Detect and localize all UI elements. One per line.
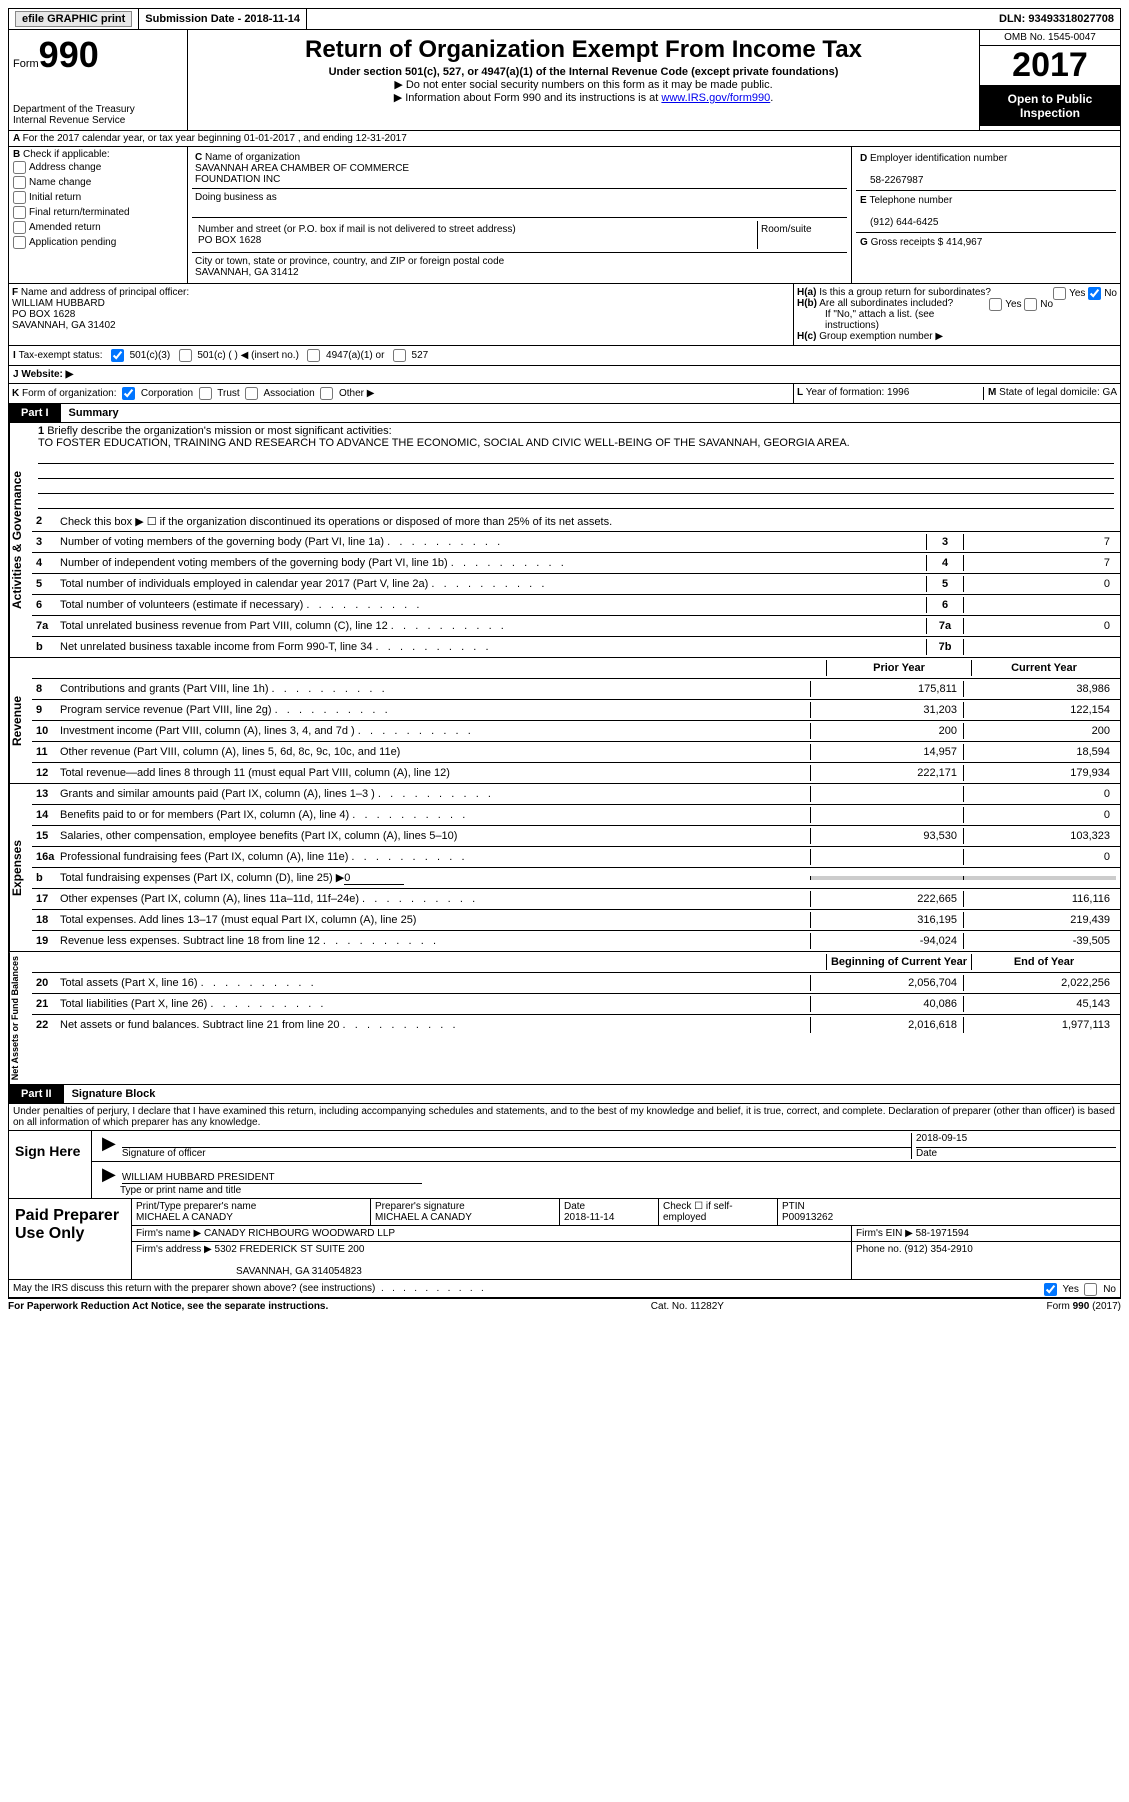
mission-text: TO FOSTER EDUCATION, TRAINING AND RESEAR…	[38, 437, 1114, 449]
revenue-section: Revenue Prior YearCurrent Year 8Contribu…	[8, 658, 1121, 784]
cb-address-change[interactable]: Address change	[13, 160, 183, 175]
page-footer: For Paperwork Reduction Act Notice, see …	[8, 1298, 1121, 1314]
cb-501c[interactable]	[179, 349, 192, 362]
arrow-icon: ▶	[96, 1133, 122, 1159]
tab-governance: Activities & Governance	[9, 423, 32, 657]
cb-corp[interactable]	[122, 387, 135, 400]
cb-app-pending[interactable]: Application pending	[13, 235, 183, 250]
line-j: J Website: ▶	[8, 366, 1121, 384]
tab-expenses: Expenses	[9, 784, 32, 951]
efile-cell: efile GRAPHIC print	[9, 9, 139, 29]
line-i: I Tax-exempt status: 501(c)(3) 501(c) ( …	[8, 346, 1121, 366]
right-info: D Employer identification number58-22679…	[852, 147, 1120, 283]
row-klm: K Form of organization: Corporation Trus…	[8, 384, 1121, 404]
cb-assoc[interactable]	[245, 387, 258, 400]
efile-print-button[interactable]: efile GRAPHIC print	[15, 11, 132, 27]
org-info: C Name of organizationSAVANNAH AREA CHAM…	[188, 147, 852, 283]
part1-header: Part I Summary	[8, 404, 1121, 423]
dln: DLN: 93493318027708	[993, 9, 1120, 29]
submission-date: Submission Date - 2018-11-14	[139, 9, 307, 29]
cb-final-return[interactable]: Final return/terminated	[13, 205, 183, 220]
line-a: A For the 2017 calendar year, or tax yea…	[8, 131, 1121, 147]
netassets-section: Net Assets or Fund Balances Beginning of…	[8, 952, 1121, 1085]
cb-other[interactable]	[320, 387, 333, 400]
hb-yes[interactable]	[989, 298, 1002, 311]
sign-here-block: Sign Here ▶Signature of officer2018-09-1…	[8, 1131, 1121, 1199]
open-inspection: Open to PublicInspection	[980, 86, 1120, 126]
cb-initial-return[interactable]: Initial return	[13, 190, 183, 205]
cb-name-change[interactable]: Name change	[13, 175, 183, 190]
activities-governance: Activities & Governance 1 Briefly descri…	[8, 423, 1121, 658]
paid-preparer-block: Paid Preparer Use Only Print/Type prepar…	[8, 1199, 1121, 1280]
org-block: B Check if applicable: Address change Na…	[8, 147, 1121, 284]
discuss-yes[interactable]	[1044, 1283, 1057, 1296]
form-subtitle: Under section 501(c), 527, or 4947(a)(1)…	[192, 66, 975, 78]
checkboxes-b: B Check if applicable: Address change Na…	[9, 147, 188, 283]
tab-netassets: Net Assets or Fund Balances	[9, 952, 32, 1084]
expenses-section: Expenses 13Grants and similar amounts pa…	[8, 784, 1121, 952]
note-info: ▶ Information about Form 990 and its ins…	[192, 91, 975, 104]
cb-501c3[interactable]	[111, 349, 124, 362]
irs-label: Internal Revenue Service	[13, 115, 183, 126]
tax-year: 2017	[980, 46, 1120, 86]
arrow-icon: ▶	[96, 1164, 122, 1184]
cb-527[interactable]	[393, 349, 406, 362]
form-number: Form990	[13, 34, 183, 76]
cb-trust[interactable]	[199, 387, 212, 400]
ha-yes[interactable]	[1053, 287, 1066, 300]
sign-here-label: Sign Here	[9, 1131, 92, 1198]
tab-revenue: Revenue	[9, 658, 32, 783]
ha-no[interactable]	[1088, 287, 1101, 300]
paid-preparer-label: Paid Preparer Use Only	[9, 1199, 132, 1279]
perjury-text: Under penalties of perjury, I declare th…	[8, 1104, 1121, 1131]
form-header: Form990 Department of the Treasury Inter…	[8, 30, 1121, 131]
form-title: Return of Organization Exempt From Incom…	[192, 36, 975, 64]
dept-treasury: Department of the Treasury	[13, 104, 183, 115]
omb-number: OMB No. 1545-0047	[980, 30, 1120, 46]
discuss-line: May the IRS discuss this return with the…	[8, 1280, 1121, 1298]
cb-4947[interactable]	[307, 349, 320, 362]
cb-amended[interactable]: Amended return	[13, 220, 183, 235]
topbar: efile GRAPHIC print Submission Date - 20…	[8, 8, 1121, 30]
note-ssn: ▶ Do not enter social security numbers o…	[192, 78, 975, 91]
hb-no[interactable]	[1024, 298, 1037, 311]
row-fh: F Name and address of principal officer:…	[8, 284, 1121, 346]
part2-header: Part II Signature Block	[8, 1085, 1121, 1104]
irs-link[interactable]: www.IRS.gov/form990	[661, 92, 770, 104]
discuss-no[interactable]	[1084, 1283, 1097, 1296]
